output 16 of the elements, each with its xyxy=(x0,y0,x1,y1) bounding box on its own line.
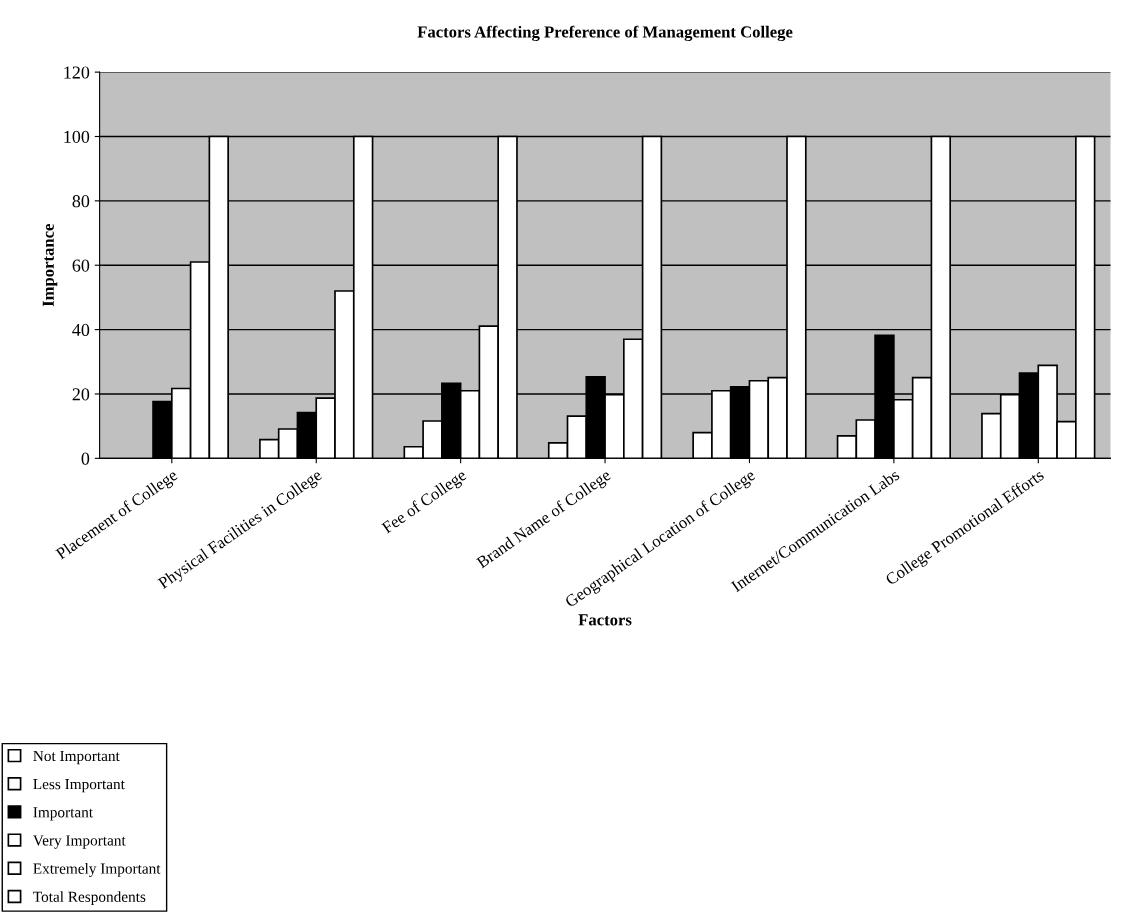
x-axis-title: Factors xyxy=(578,614,632,626)
y-tick-label: 60 xyxy=(72,259,90,272)
legend-label: Less Important xyxy=(33,779,125,793)
y-tick-label: 80 xyxy=(72,195,90,208)
legend-label: Very Important xyxy=(32,835,126,849)
y-axis-title: Importance xyxy=(42,224,58,307)
y-tick-label: 100 xyxy=(64,130,90,143)
y-tick-label: 120 xyxy=(64,66,90,79)
legend-label: Important xyxy=(33,807,93,821)
y-tick-label: 0 xyxy=(81,452,90,465)
chart-title: Factors Affecting Preference of Management College xyxy=(417,25,793,42)
y-tick-label: 40 xyxy=(72,323,90,337)
legend-label: Extremely Important xyxy=(33,863,161,877)
legend-label: Total Respondents xyxy=(33,891,146,906)
legend-label: Not Important xyxy=(33,750,120,765)
y-tick-label: 20 xyxy=(72,388,90,401)
